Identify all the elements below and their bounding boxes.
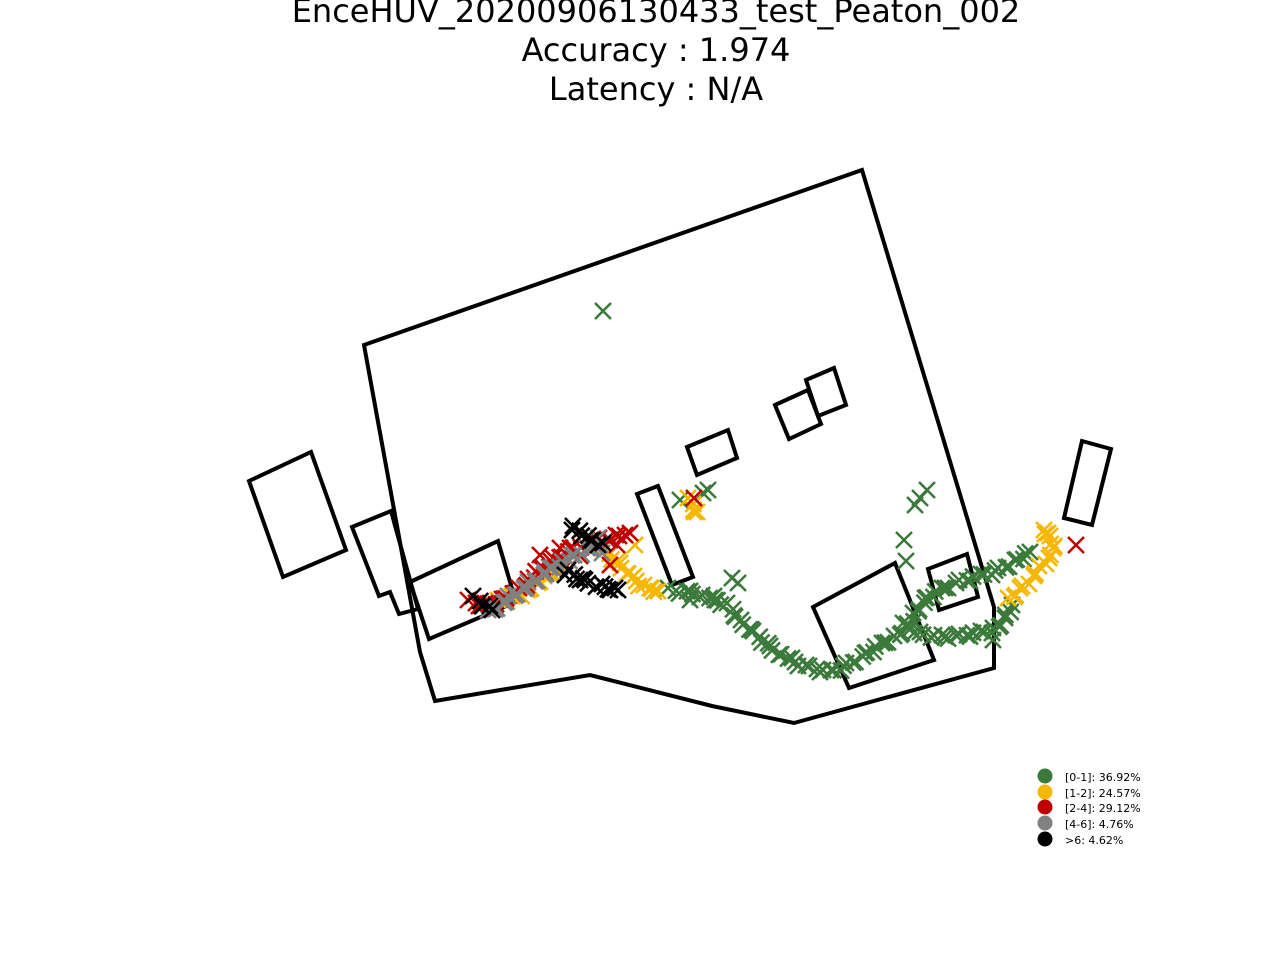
data-point: [483, 601, 501, 619]
legend-label: [2-4]: 29.12%: [1065, 802, 1141, 815]
data-point: [1036, 525, 1054, 543]
building-outline: [803, 365, 849, 419]
data-point: [975, 565, 993, 584]
data-point: [876, 633, 894, 652]
legend-label: [0-1]: 36.92%: [1065, 771, 1141, 784]
data-point: [895, 531, 913, 549]
data-point: [873, 634, 891, 652]
data-point: [1041, 535, 1060, 553]
data-point: [1007, 550, 1026, 569]
legend-item: [4-6]: 4.76%: [1037, 815, 1134, 831]
legend-swatch: [1037, 831, 1053, 847]
data-point: [565, 546, 584, 564]
data-point: [902, 619, 920, 637]
data-point: [497, 592, 515, 611]
legend-label: [1-2]: 24.57%: [1065, 787, 1141, 800]
chart-title-line-3: Latency : N/A: [549, 70, 763, 108]
data-point: [984, 631, 1002, 649]
data-point: [589, 536, 607, 554]
data-point: [517, 578, 535, 597]
data-point: [609, 581, 627, 599]
data-point: [621, 524, 639, 542]
legend-item: [2-4]: 29.12%: [1037, 799, 1141, 815]
data-point: [699, 481, 717, 499]
building-outline: [684, 427, 740, 478]
data-point: [918, 481, 936, 499]
legend: [0-1]: 36.92% [1-2]: 24.57% [2-4]: 29.12…: [1037, 768, 1141, 847]
data-point: [685, 489, 703, 507]
chart-title-line-1: EnceHUV_20200906130433_test_Peaton_002: [292, 0, 1021, 30]
data-point: [594, 534, 612, 552]
legend-swatch: [1037, 768, 1053, 784]
data-point: [641, 579, 659, 597]
building-outline: [1061, 438, 1114, 528]
data-point: [685, 503, 703, 521]
data-point: [681, 591, 699, 609]
legend-item: [0-1]: 36.92%: [1037, 768, 1141, 784]
data-point: [473, 597, 491, 615]
data-point: [996, 606, 1015, 624]
building-outline: [349, 508, 421, 617]
data-point: [797, 656, 815, 674]
data-point: [536, 563, 554, 581]
data-point: [571, 571, 589, 589]
data-point: [1021, 543, 1039, 561]
error-markers: [459, 302, 1085, 681]
data-point: [1001, 603, 1020, 621]
data-point: [471, 592, 490, 610]
building-outline: [246, 449, 349, 580]
legend-swatch: [1037, 784, 1053, 800]
data-point: [857, 643, 876, 662]
legend-label: [4-6]: 4.76%: [1065, 818, 1134, 831]
map-outlines: [246, 167, 1114, 726]
building-outline: [634, 483, 696, 588]
data-point: [936, 579, 954, 597]
chart-title: EnceHUV_20200906130433_test_Peaton_002 A…: [292, 0, 1021, 108]
building-outline: [772, 387, 824, 442]
data-point: [688, 503, 706, 521]
legend-swatch: [1037, 815, 1053, 831]
legend-label: >6: 4.62%: [1065, 834, 1123, 847]
data-point: [594, 302, 612, 320]
chart-title-line-2: Accuracy : 1.974: [522, 31, 791, 69]
data-point: [824, 661, 843, 680]
data-point: [572, 526, 591, 545]
data-point: [601, 556, 619, 574]
data-point: [706, 591, 724, 609]
legend-item: [1-2]: 24.57%: [1037, 784, 1141, 800]
data-point: [1067, 536, 1085, 554]
data-point: [563, 521, 581, 539]
data-point: [939, 579, 957, 597]
data-point: [729, 574, 747, 592]
legend-item: >6: 4.62%: [1037, 831, 1123, 847]
data-point: [556, 566, 574, 584]
data-point: [616, 526, 634, 544]
legend-swatch: [1037, 799, 1053, 815]
data-point: [1039, 524, 1057, 542]
data-point: [1020, 575, 1038, 593]
data-point: [917, 588, 936, 607]
building-outline: [407, 538, 519, 642]
data-point: [601, 581, 619, 599]
data-point: [897, 552, 915, 570]
data-point: [933, 579, 951, 597]
area-boundary: [361, 167, 996, 726]
